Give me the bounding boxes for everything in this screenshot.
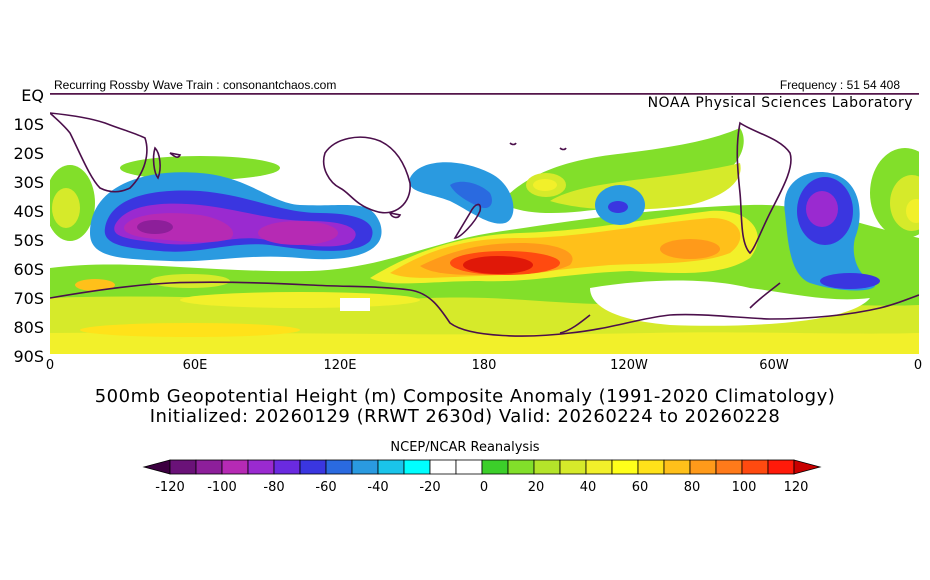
colorbar-tick: 100 [731,480,757,495]
colorbar-cell [403,459,431,475]
coastlines [50,112,919,337]
map-title: 500mb Geopotential Height (m) Composite … [94,386,836,407]
colorbar-cell [507,459,535,475]
colorbar-cell [273,459,301,475]
lat-label: 80S [13,318,44,337]
colorbar-cell [429,459,457,475]
colorbar-cell [377,459,405,475]
colorbar-tick: 40 [579,480,597,495]
colorbar-tick: 60 [631,480,649,495]
colorbar-cell [767,459,795,475]
colorbar-min-arrow [142,459,171,475]
colorbar-cell [169,459,197,475]
colorbar-tick: -40 [367,480,389,495]
lon-label: 0 [913,358,923,373]
colorbar-cell [637,459,665,475]
lat-label: 70S [13,289,44,308]
colorbar-cell [455,459,483,475]
lon-label: 0 [45,358,55,373]
lon-label: 120E [323,358,357,373]
colorbar [142,459,822,475]
anomaly-map-svg [50,93,919,354]
lat-label: 40S [13,202,44,221]
colorbar-tick: -60 [315,480,337,495]
lon-label: 120W [610,358,648,373]
colorbar-cell [689,459,717,475]
colorbar-tick: -100 [207,480,237,495]
neutral-band [340,280,870,326]
colorbar-tick: -120 [155,480,185,495]
lat-label: 50S [13,231,44,250]
colorbar-cell [481,459,509,475]
lat-label: 30S [13,173,44,192]
lat-label: 60S [13,260,44,279]
colorbar-tick: 120 [783,480,809,495]
lat-label: 20S [13,144,44,163]
colorbar-cell [611,459,639,475]
colorbar-tick: 80 [683,480,701,495]
colorbar-cell [663,459,691,475]
colorbar-cell [221,459,249,475]
data-source: NCEP/NCAR Reanalysis [390,440,540,455]
product-note: Recurring Rossby Wave Train : consonantc… [54,78,337,92]
colorbar-cell [533,459,561,475]
colorbar-cell [351,459,379,475]
colorbar-cell [299,459,327,475]
colorbar-cell [247,459,275,475]
lon-label: 60W [759,358,789,373]
lab-name: NOAA Physical Sciences Laboratory [647,95,913,111]
lat-label: EQ [21,86,44,105]
colorbar-cell [715,459,743,475]
colorbar-tick: 20 [527,480,545,495]
frequency-note: Frequency : 51 54 408 [779,78,900,92]
lon-label: 60E [182,358,208,373]
colorbar-cell [585,459,613,475]
lat-label: 90S [13,347,44,366]
colorbar-cell [559,459,587,475]
negative-anomaly-field [90,162,880,291]
colorbar-cell [195,459,223,475]
map-subtitle: Initialized: 20260129 (RRWT 2630d) Valid… [149,406,781,427]
colorbar-tick: -20 [419,480,441,495]
colorbar-tick: 0 [479,480,489,495]
colorbar-max-arrow [793,459,822,475]
lon-label: 180 [471,358,497,373]
colorbar-cell [741,459,769,475]
colorbar-cell [325,459,353,475]
colorbar-tick: -80 [263,480,285,495]
latitude-axis: EQ 10S 20S 30S 40S 50S 60S 70S 80S 90S [0,86,44,366]
lat-label: 10S [13,115,44,134]
anomaly-map: NOAA Physical Sciences Laboratory [50,93,919,354]
